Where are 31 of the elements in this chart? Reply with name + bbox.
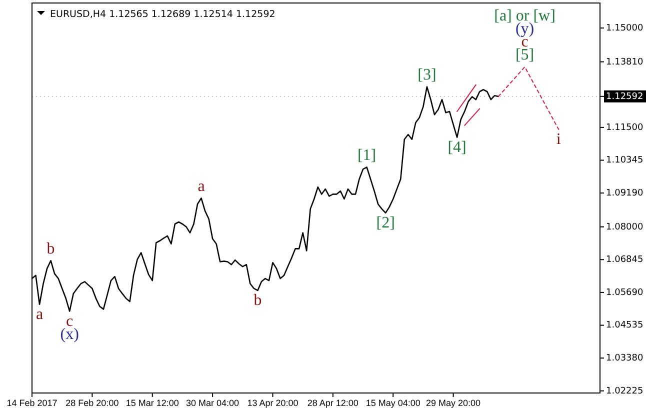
x-tick-label: 13 Apr 20:00	[247, 398, 298, 408]
annotation: a	[36, 306, 44, 324]
y-tick-label: 1.05690	[606, 288, 644, 298]
annotation: [1]	[357, 146, 376, 164]
ref-line-label: 1.12592	[606, 92, 644, 102]
annotation: [2]	[376, 214, 395, 232]
annotation: [3]	[418, 66, 436, 84]
x-tick-label: 14 Feb 2017	[6, 398, 58, 408]
x-tick-label: 28 Feb 20:00	[66, 398, 119, 408]
y-tick-label: 1.09190	[606, 188, 644, 198]
x-tick-label: 28 Apr 12:00	[307, 398, 358, 408]
y-tick-label: 1.10345	[606, 156, 644, 166]
text: EURUSD,H4 1.12565 1.12689 1.12514 1.12592	[50, 9, 276, 20]
y-tick-label: 1.04535	[606, 320, 644, 331]
annotation: [5]	[515, 46, 534, 64]
y-tick-label: 1.11500	[606, 122, 644, 133]
y-tick-label: 1.15000	[606, 23, 644, 34]
annotation: i	[556, 131, 562, 148]
x-tick-label: 15 Mar 12:00	[126, 398, 179, 408]
y-tick-label: 1.02225	[606, 386, 644, 396]
x-tick-label: 30 Mar 04:00	[186, 398, 240, 408]
x-tick-label: 15 May 04:00	[366, 398, 420, 408]
y-tick-label: 1.03380	[606, 354, 644, 364]
x-tick-label: 29 May 20:00	[426, 398, 481, 408]
annotation: b	[46, 240, 55, 258]
annotation: a	[198, 178, 205, 195]
y-tick-label: 1.06845	[606, 255, 644, 266]
y-tick-label: 1.08000	[606, 222, 644, 232]
annotation: b	[254, 292, 262, 310]
annotation: [4]	[448, 139, 466, 156]
y-tick-label: 1.13810	[606, 57, 644, 68]
